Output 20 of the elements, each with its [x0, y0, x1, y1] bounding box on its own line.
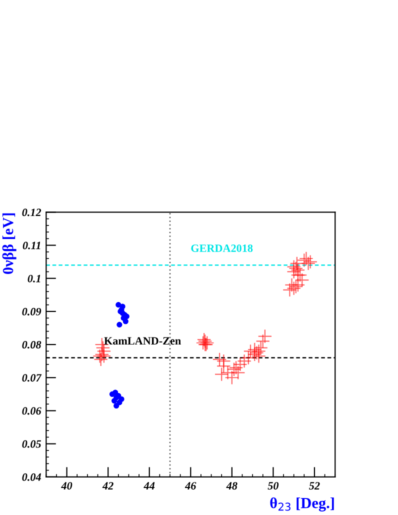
x-tick-label: 40 [61, 482, 72, 490]
y-tick-label: 0.11 [22, 242, 40, 250]
y-tick-label: 0.12 [22, 208, 42, 216]
x-tick-label: 50 [268, 482, 279, 490]
y-tick-label: 0.1 [28, 274, 40, 282]
x-tick-label: 48 [226, 482, 238, 490]
ref-line-label: KamLAND-Zen [104, 337, 181, 345]
y-axis-title: 0νββ [eV] [2, 213, 16, 274]
y-tick-label: 0.07 [22, 374, 42, 382]
y-tick-label: 0.09 [22, 308, 42, 316]
y-tick-label: 0.06 [22, 407, 42, 415]
ref-line-label: GERDA2018 [191, 244, 253, 252]
x-tick-label: 42 [102, 482, 114, 490]
y-tick-label: 0.08 [22, 341, 42, 349]
y-tick-label: 0.04 [22, 473, 41, 481]
x-axis-title: θ$_{23}$ [Deg.] [270, 497, 334, 512]
y-tick-label: 0.05 [22, 440, 42, 448]
x-tick-label: 46 [184, 482, 196, 490]
x-tick-label: 52 [309, 482, 320, 490]
x-tick-label: 44 [144, 482, 155, 490]
